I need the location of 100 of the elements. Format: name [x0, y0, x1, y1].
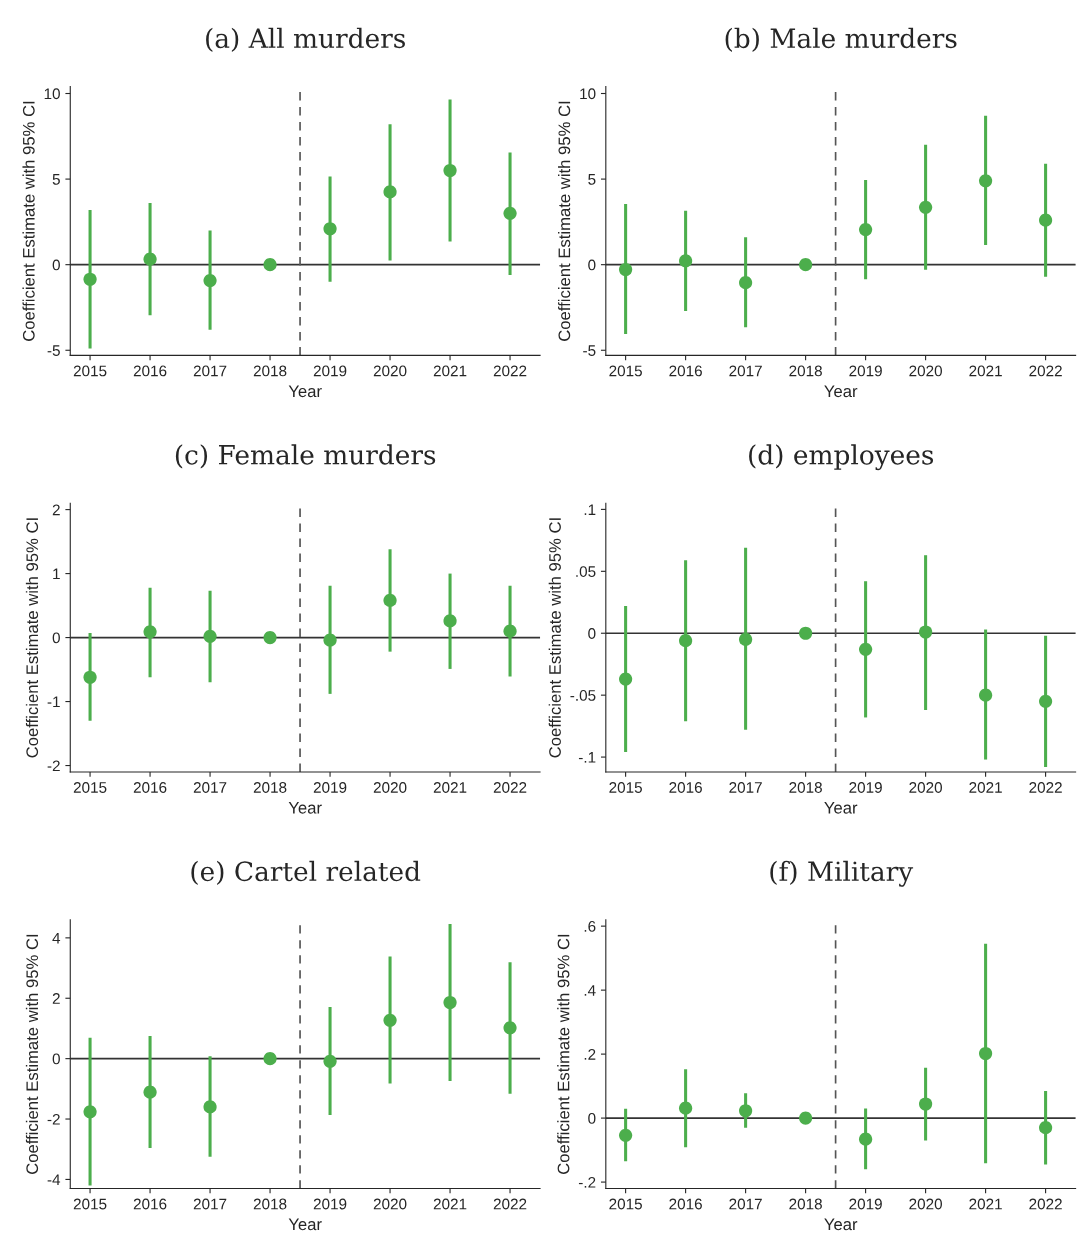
point: [739, 1104, 753, 1118]
point: [1039, 1121, 1053, 1135]
y-tick-label: 4: [52, 932, 61, 944]
x-tick-label: 2016: [669, 1198, 702, 1210]
point: [919, 200, 933, 214]
point: [739, 632, 753, 647]
y-tick-label: 5: [588, 174, 596, 185]
x-tick-label: 2022: [493, 1198, 527, 1210]
chart-title: (b) Male murders: [725, 27, 957, 52]
y-tick-label: 0: [588, 1112, 596, 1124]
point: [859, 1132, 873, 1146]
x-tick-label: 2015: [73, 1198, 107, 1210]
x-tick-label: 2018: [253, 782, 287, 793]
x-tick-label: 2021: [969, 782, 1002, 793]
point: [979, 174, 993, 188]
point: [503, 206, 517, 220]
y-tick-label: -1: [47, 696, 60, 708]
point: [919, 625, 933, 639]
y-axis-title: Coefficient Estimate with 95% CI: [557, 934, 570, 1174]
x-tick-label: 2021: [969, 1198, 1002, 1210]
y-tick-label: -.2: [578, 1176, 596, 1188]
chart-title: (e) Cartel related: [191, 860, 421, 885]
point: [799, 626, 813, 640]
x-tick-label: 2015: [73, 365, 107, 377]
point: [503, 1021, 517, 1035]
x-tick-label: 2022: [1029, 365, 1062, 377]
chart-title: (f) Military: [770, 860, 914, 887]
x-tick-label: 2015: [609, 782, 642, 793]
point: [143, 625, 157, 639]
y-tick-label: 0: [52, 1053, 60, 1065]
x-tick-label: 2019: [849, 365, 882, 377]
point: [679, 254, 693, 268]
x-tick-label: 2020: [373, 782, 407, 793]
x-axis-title: Year: [288, 802, 322, 814]
y-tick-label: 0: [52, 259, 60, 271]
y-axis-title: Coefficient Estimate with 95% CI: [558, 101, 571, 341]
x-tick-label: 2019: [313, 1198, 347, 1210]
x-tick-label: 2015: [609, 365, 642, 377]
y-tick-label: -2: [47, 760, 60, 772]
y-tick-label: -.1: [578, 752, 596, 763]
x-tick-label: 2017: [729, 365, 762, 377]
point: [83, 272, 97, 286]
x-tick-label: 2022: [1029, 1198, 1062, 1210]
x-axis-title: Year: [824, 802, 858, 814]
x-tick-label: 2019: [313, 365, 347, 377]
point: [143, 252, 157, 266]
point: [619, 262, 633, 277]
y-tick-label: -2: [47, 1113, 60, 1125]
point: [979, 688, 993, 702]
point: [203, 274, 217, 288]
y-tick-label: 0: [588, 628, 596, 639]
point: [739, 276, 753, 290]
x-axis-title: Year: [288, 1218, 322, 1231]
point: [799, 1111, 813, 1125]
x-tick-label: 2021: [433, 782, 467, 793]
x-tick-label: 2016: [133, 782, 167, 793]
x-tick-label: 2018: [789, 782, 822, 793]
x-axis-title: Year: [824, 385, 858, 398]
point: [143, 1085, 157, 1099]
point: [203, 629, 217, 643]
x-tick-label: 2020: [909, 365, 942, 377]
y-tick-label: .05: [576, 566, 596, 577]
point: [503, 624, 517, 638]
y-tick-label: .4: [584, 985, 596, 996]
point: [323, 1054, 337, 1068]
y-tick-label: 0: [52, 632, 60, 644]
x-tick-label: 2017: [193, 365, 227, 377]
y-tick-label: 5: [52, 174, 60, 185]
x-tick-label: 2015: [609, 1198, 642, 1210]
x-tick-label: 2018: [789, 365, 822, 377]
point: [679, 1101, 693, 1115]
x-tick-label: 2021: [433, 365, 467, 377]
point: [263, 630, 277, 645]
point: [443, 995, 457, 1010]
point: [1039, 694, 1053, 708]
point: [323, 633, 337, 647]
x-tick-label: 2019: [849, 782, 882, 793]
x-tick-label: 2016: [133, 1198, 167, 1210]
point: [1039, 213, 1053, 227]
y-tick-label: -5: [47, 345, 60, 356]
y-tick-label: 10: [580, 88, 596, 100]
point: [443, 614, 457, 628]
y-tick-label: 10: [44, 88, 60, 100]
point: [859, 223, 873, 237]
point: [859, 642, 873, 656]
x-tick-label: 2019: [849, 1198, 882, 1210]
x-tick-label: 2016: [669, 365, 702, 377]
point: [919, 1097, 933, 1111]
y-tick-label: .1: [584, 504, 596, 515]
point: [323, 222, 337, 236]
y-tick-label: -4: [47, 1174, 61, 1185]
point: [799, 258, 813, 272]
chart-title: (c) Female murders: [175, 444, 436, 469]
y-tick-label: -.05: [570, 690, 596, 701]
x-tick-label: 2021: [433, 1198, 467, 1210]
point: [383, 593, 397, 608]
x-tick-label: 2019: [313, 782, 347, 793]
x-tick-label: 2017: [193, 1198, 227, 1210]
x-tick-label: 2018: [253, 1198, 287, 1210]
x-axis-title: Year: [288, 385, 322, 398]
